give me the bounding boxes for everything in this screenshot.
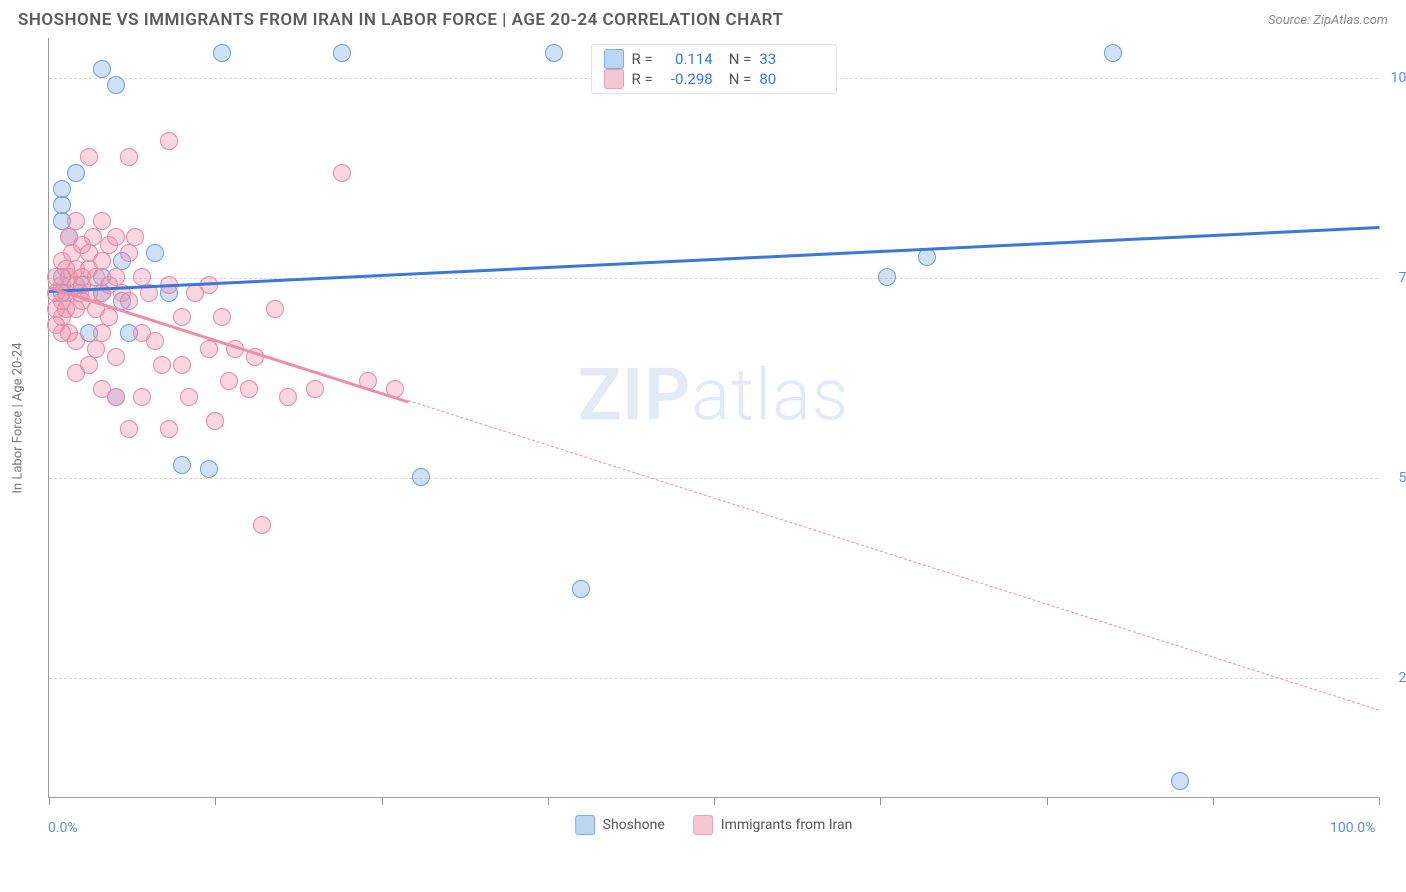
point-iran [220,372,238,390]
swatch-iran-icon [693,815,713,835]
legend-item-shoshone: Shoshone [575,815,665,835]
y-tick-label: 75.0% [1398,270,1406,286]
point-iran [107,348,125,366]
watermark: ZIPatlas [578,352,850,437]
y-tick-label: 100.0% [1391,70,1406,86]
x-axis-end: 100.0% [1330,820,1375,836]
point-shoshone [146,244,164,262]
point-shoshone [67,164,85,182]
point-iran [213,308,231,326]
point-iran [87,340,105,358]
point-shoshone [173,456,191,474]
point-iran [240,380,258,398]
swatch-iran [604,69,624,89]
x-tick [215,797,216,805]
point-shoshone [213,44,231,62]
point-iran [100,308,118,326]
point-iran [306,380,324,398]
x-axis-start: 0.0% [48,820,78,836]
x-tick [1379,797,1380,805]
point-shoshone [878,268,896,286]
point-iran [67,212,85,230]
chart-title: SHOSHONE VS IMMIGRANTS FROM IRAN IN LABO… [18,10,783,30]
point-iran [279,388,297,406]
point-iran [173,356,191,374]
swatch-shoshone [604,49,624,69]
source-label: Source: ZipAtlas.com [1268,13,1388,28]
point-iran [80,148,98,166]
point-iran [120,148,138,166]
x-tick [1213,797,1214,805]
point-iran [107,228,125,246]
trend-line [49,226,1379,292]
trend-line-extrapolated [408,400,1379,710]
x-tick [714,797,715,805]
point-shoshone [412,468,430,486]
gridline [49,278,1378,279]
point-iran [93,212,111,230]
y-axis-label: In Labor Force | Age 20-24 [11,342,26,493]
point-shoshone [200,460,218,478]
scatter-plot: ZIPatlas R = 0.114 N = 33 R = -0.298 N =… [48,38,1378,798]
point-iran [126,228,144,246]
point-shoshone [333,44,351,62]
y-tick-label: 50.0% [1398,470,1406,486]
point-shoshone [545,44,563,62]
point-iran [333,164,351,182]
legend-item-iran: Immigrants from Iran [693,815,853,835]
correlation-legend: R = 0.114 N = 33 R = -0.298 N = 80 [591,44,837,94]
point-iran [180,388,198,406]
point-iran [173,308,191,326]
gridline [49,478,1378,479]
x-tick [382,797,383,805]
point-shoshone [918,248,936,266]
point-iran [93,252,111,270]
gridline [49,678,1378,679]
point-iran [120,244,138,262]
point-shoshone [107,76,125,94]
x-tick [880,797,881,805]
point-shoshone [1104,44,1122,62]
point-iran [80,356,98,374]
point-iran [67,332,85,350]
point-iran [153,356,171,374]
point-iran [107,388,125,406]
point-shoshone [572,580,590,598]
point-iran [200,340,218,358]
x-tick [548,797,549,805]
point-iran [266,300,284,318]
swatch-shoshone-icon [575,815,595,835]
point-iran [160,132,178,150]
point-iran [206,412,224,430]
point-iran [160,420,178,438]
x-tick [49,797,50,805]
y-tick-label: 25.0% [1398,670,1406,686]
point-iran [93,324,111,342]
point-iran [120,420,138,438]
point-iran [120,292,138,310]
series-legend: Shoshone Immigrants from Iran [575,815,853,835]
point-shoshone [53,180,71,198]
point-iran [253,516,271,534]
legend-row-shoshone: R = 0.114 N = 33 [604,49,824,69]
point-iran [133,388,151,406]
x-tick [1047,797,1048,805]
legend-row-iran: R = -0.298 N = 80 [604,69,824,89]
point-shoshone [1171,772,1189,790]
point-iran [146,332,164,350]
point-shoshone [93,60,111,78]
